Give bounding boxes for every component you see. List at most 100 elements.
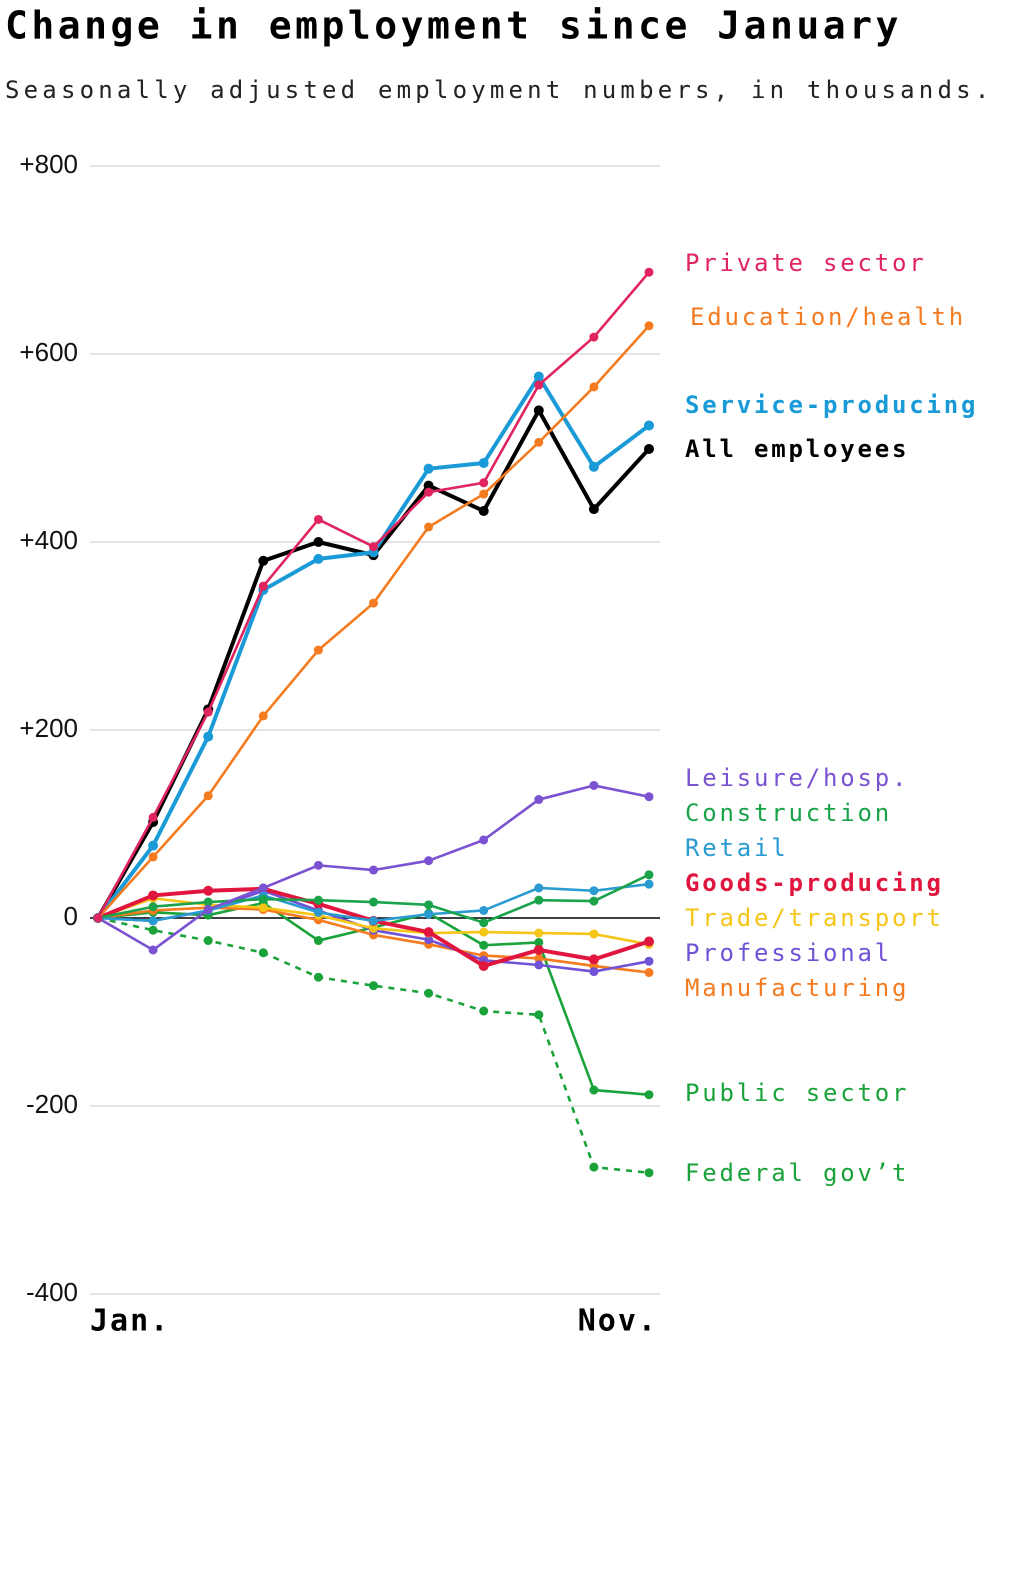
data-point xyxy=(644,956,654,966)
data-point xyxy=(644,968,654,978)
data-point xyxy=(203,897,213,907)
data-point xyxy=(644,870,654,880)
data-point xyxy=(589,896,599,906)
data-point xyxy=(258,903,268,913)
data-point xyxy=(534,883,544,893)
series-line xyxy=(97,324,650,919)
data-point xyxy=(644,1168,654,1178)
data-point xyxy=(534,1010,544,1020)
legend-label: Goods-producing xyxy=(685,869,944,897)
data-point xyxy=(534,895,544,905)
y-tick-label: +400 xyxy=(19,525,78,555)
data-point xyxy=(313,972,323,982)
data-point xyxy=(644,443,654,454)
data-point xyxy=(534,380,544,390)
data-point xyxy=(424,988,434,998)
data-point xyxy=(644,420,654,431)
legend-label: All employees xyxy=(685,435,909,463)
data-point xyxy=(589,967,599,977)
data-point xyxy=(644,267,654,277)
legend-label: Private sector xyxy=(685,249,927,277)
data-point xyxy=(369,923,378,933)
data-point xyxy=(589,929,599,939)
y-tick-label: +600 xyxy=(19,337,78,367)
y-tick-label: -200 xyxy=(26,1089,78,1119)
data-point xyxy=(588,954,599,965)
legend-label: Service-producing xyxy=(685,391,978,419)
data-point xyxy=(478,458,489,469)
legend-label: Leisure/hosp. xyxy=(685,764,909,792)
legend-label: Construction xyxy=(685,799,892,827)
data-point xyxy=(644,1090,654,1100)
data-point xyxy=(534,437,544,447)
data-point xyxy=(369,598,378,608)
data-point xyxy=(313,860,323,870)
data-point xyxy=(148,812,158,822)
legend-label: Public sector xyxy=(685,1079,909,1107)
legend-label: Federal gov’t xyxy=(685,1159,909,1187)
legend-label: Manufacturing xyxy=(685,974,909,1002)
data-point xyxy=(423,927,434,938)
series-line xyxy=(96,408,651,919)
data-point xyxy=(534,960,544,970)
data-point xyxy=(93,913,103,923)
data-point xyxy=(148,945,158,955)
data-point xyxy=(644,936,654,947)
data-point xyxy=(589,332,599,342)
y-tick-label: +200 xyxy=(19,713,78,743)
y-tick-label: 0 xyxy=(64,901,78,931)
data-point xyxy=(424,935,434,945)
data-point xyxy=(369,542,378,552)
data-point xyxy=(313,514,323,524)
data-point xyxy=(424,487,434,497)
data-point xyxy=(258,555,269,566)
data-point xyxy=(369,981,378,991)
data-point xyxy=(258,883,268,893)
data-point xyxy=(258,894,268,904)
data-point xyxy=(148,890,159,901)
data-point xyxy=(369,916,378,926)
data-point xyxy=(203,936,213,946)
data-point xyxy=(313,936,323,946)
data-point xyxy=(258,581,268,591)
data-point xyxy=(369,897,378,907)
data-point xyxy=(148,902,158,912)
data-point xyxy=(588,461,599,472)
x-tick-label: Nov. xyxy=(578,1304,658,1339)
data-point xyxy=(588,504,599,515)
data-point xyxy=(203,791,213,801)
data-point xyxy=(479,927,489,937)
data-point xyxy=(478,505,489,516)
data-point xyxy=(589,1162,599,1172)
data-point xyxy=(424,900,434,910)
data-point xyxy=(424,856,434,866)
data-point xyxy=(313,907,323,917)
legend-label: Trade/transport xyxy=(685,904,944,932)
series-line xyxy=(97,916,650,1175)
data-point xyxy=(258,711,268,721)
data-point xyxy=(479,918,489,928)
data-point xyxy=(203,905,213,915)
legend-label: Professional xyxy=(685,939,892,967)
data-point xyxy=(479,489,489,499)
data-point xyxy=(313,645,323,655)
y-tick-label: +800 xyxy=(19,149,78,179)
data-point xyxy=(203,885,214,896)
data-point xyxy=(589,1085,599,1095)
data-point xyxy=(478,960,489,971)
data-point xyxy=(644,879,654,889)
data-point xyxy=(203,731,214,742)
data-point xyxy=(313,553,324,564)
data-point xyxy=(479,835,489,845)
data-point xyxy=(589,382,599,392)
chart-title: Change in employment since January xyxy=(5,4,902,48)
data-point xyxy=(148,840,159,851)
chart-subtitle: Seasonally adjusted employment numbers, … xyxy=(5,76,993,104)
data-point xyxy=(369,865,378,875)
data-point xyxy=(533,405,544,416)
data-point xyxy=(479,905,489,915)
data-point xyxy=(589,780,599,790)
x-tick-label: Jan. xyxy=(90,1304,170,1339)
